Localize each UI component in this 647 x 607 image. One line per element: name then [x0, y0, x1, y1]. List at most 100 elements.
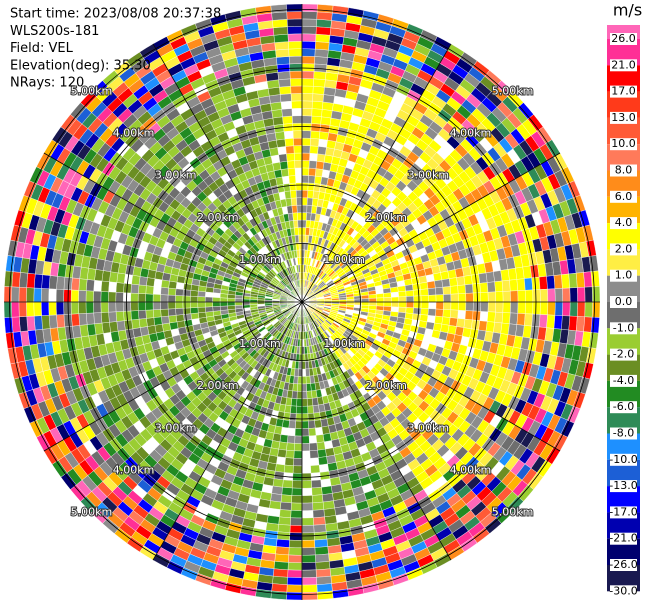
radar-cell [290, 398, 298, 407]
radar-cell [212, 306, 221, 312]
radar-cell [547, 288, 556, 303]
radar-cell [301, 152, 310, 161]
colorbar-tick-box [610, 480, 637, 493]
radar-cell [301, 554, 316, 563]
radar-cell [301, 167, 310, 176]
radar-cell [85, 301, 94, 314]
radar-cell [294, 227, 299, 236]
radar-cell [495, 301, 504, 313]
radar-cell [100, 280, 110, 293]
radar-cell [317, 146, 327, 156]
radar-cell [419, 281, 429, 290]
radar-cell [478, 320, 488, 332]
radar-cell [270, 590, 287, 600]
range-label: 5.00km [71, 506, 113, 519]
radar-cell [301, 525, 315, 534]
radar-cell [301, 130, 312, 139]
radar-cell [398, 290, 407, 298]
radar-cell [313, 71, 327, 80]
radar-cell [420, 301, 429, 309]
radar-cell [270, 101, 282, 111]
radar-cell [175, 301, 184, 309]
radar-cell [398, 306, 407, 314]
radar-cell [197, 301, 206, 308]
radar-cell [314, 538, 328, 548]
radar-cell [290, 405, 297, 414]
radar-cell [480, 292, 489, 303]
radar-cell [345, 306, 355, 311]
radar-cell [274, 463, 286, 473]
radar-cell [493, 270, 503, 282]
radar-cell [291, 495, 303, 504]
radar-cell [26, 315, 36, 332]
radar-cell [41, 288, 50, 303]
radar-cell [293, 145, 303, 154]
radar-cell [115, 311, 125, 322]
radar-cell [495, 291, 504, 303]
radar-cell [285, 449, 295, 459]
range-label: 5.00km [492, 84, 534, 97]
radar-cell [458, 301, 467, 311]
radar-cell [167, 287, 177, 296]
radar-cell [546, 314, 556, 329]
radar-cell [287, 18, 303, 27]
radar-cell [301, 376, 307, 385]
radar-cell [86, 279, 95, 292]
radar-cell [311, 258, 317, 267]
radar-cell [296, 204, 303, 213]
range-label: 3.00km [408, 169, 450, 182]
radar-cell [575, 316, 585, 332]
radar-cell [510, 301, 519, 314]
radar-cell [78, 278, 88, 291]
radar-cell [301, 11, 318, 20]
radar-cell [418, 275, 428, 284]
radar-cell [316, 583, 333, 593]
radar-cell [295, 182, 303, 191]
radar-cell [284, 457, 294, 466]
radar-cell [293, 137, 303, 146]
radar-cell [448, 317, 458, 327]
range-label: 2.00km [197, 379, 239, 392]
radar-cell [269, 500, 282, 510]
radar-cell [234, 301, 243, 306]
radar-cell [509, 279, 518, 292]
radar-cell [493, 322, 503, 334]
radar-cell [168, 280, 178, 289]
radar-cell [101, 270, 111, 282]
radar-cell [280, 93, 292, 103]
radar-cell [255, 513, 269, 523]
radar-cell [463, 274, 473, 286]
radar-cell [138, 310, 147, 320]
radar-cell [274, 131, 286, 141]
radar-cell [538, 276, 548, 290]
radar-cell [145, 293, 154, 303]
radar-cell [294, 152, 303, 161]
radar-cell [301, 115, 312, 124]
colorbar-tick-label: -30.0 [609, 584, 637, 597]
radar-cell [301, 3, 318, 13]
radar-cell [19, 272, 29, 288]
radar-cell [442, 309, 451, 318]
header-line: WLS200s-181 [10, 24, 99, 39]
radar-cell [315, 568, 332, 578]
radar-cell [294, 234, 300, 243]
radar-cell [264, 297, 273, 301]
radar-cell [315, 561, 331, 571]
radar-cell [286, 584, 303, 593]
radar-cell [287, 569, 303, 578]
radar-cell [277, 411, 285, 420]
radar-cell [277, 524, 291, 533]
radar-cell [131, 318, 141, 330]
radar-cell [273, 169, 283, 179]
radar-cell [316, 19, 332, 29]
radar-cell [41, 301, 50, 316]
radar-cell [412, 307, 422, 315]
range-label: 4.00km [450, 127, 492, 140]
radar-cell [271, 485, 283, 495]
radar-cell [280, 501, 292, 511]
radar-cell [301, 182, 309, 191]
radar-cell [108, 301, 117, 313]
radar-cell [18, 287, 27, 303]
radar-cell [301, 584, 318, 593]
radar-cell [301, 420, 309, 429]
